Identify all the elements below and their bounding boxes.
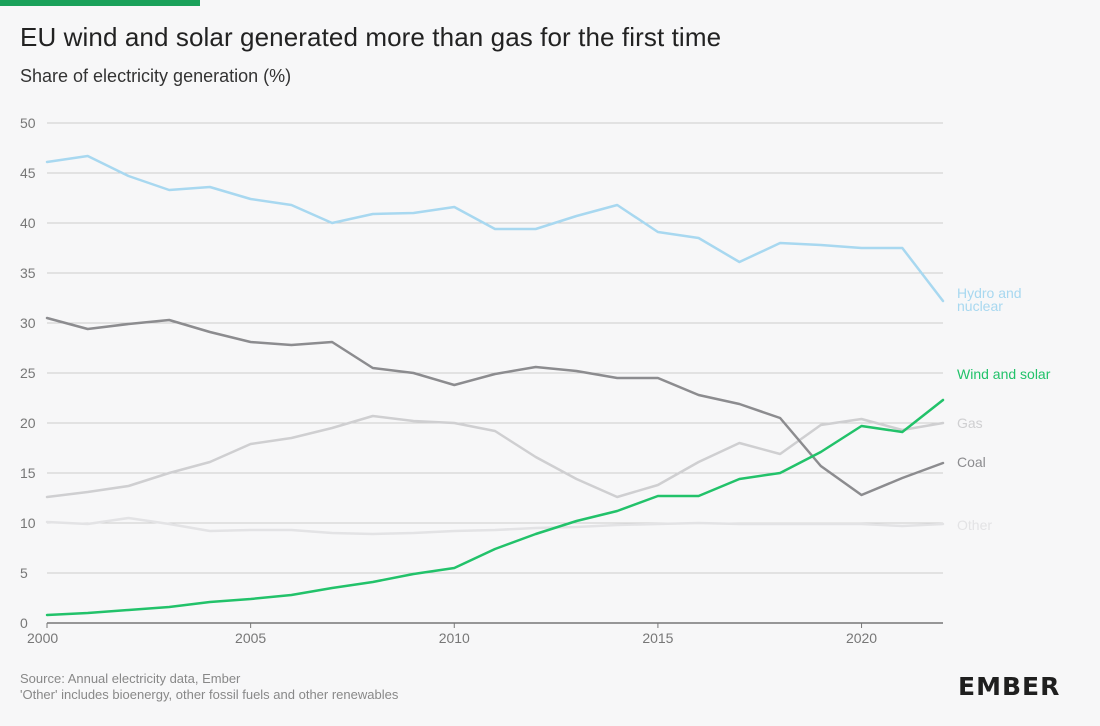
accent-bar (0, 0, 200, 6)
series-line-other (45, 516, 945, 536)
chart-subtitle: Share of electricity generation (%) (20, 66, 292, 86)
y-axis-ticks: 0 5 10 15 20 25 30 35 40 45 50 (20, 115, 36, 631)
series-line-gas (45, 414, 945, 499)
series-label-wind-and-solar: Wind and solar (957, 366, 1051, 382)
y-tick-label: 50 (20, 115, 36, 131)
series-labels: Hydro and nuclear Wind and solar Gas Coal Oth… (957, 285, 1051, 533)
x-tick-label: 2015 (642, 630, 673, 646)
x-tick-label: 2000 (27, 630, 58, 646)
y-tick-label: 10 (20, 515, 36, 531)
x-tick-label: 2010 (439, 630, 470, 646)
series-line-wind-and-solar (45, 398, 945, 617)
gridlines (47, 122, 943, 624)
x-axis-ticks: 2000 2005 2010 2015 2020 (27, 623, 877, 646)
footer-notes: Source: Annual electricity data, Ember '… (20, 671, 398, 703)
y-tick-label: 15 (20, 465, 36, 481)
y-tick-label: 5 (20, 565, 28, 581)
y-tick-label: 25 (20, 365, 36, 381)
series-label-gas: Gas (957, 415, 983, 431)
series-label-coal: Coal (957, 454, 986, 470)
chart-title: EU wind and solar generated more than ga… (20, 22, 722, 52)
other-definition-note: 'Other' includes bioenergy, other fossil… (20, 687, 399, 702)
y-tick-label: 45 (20, 165, 36, 181)
ember-logo: EMBER (958, 672, 1061, 701)
x-tick-label: 2005 (235, 630, 266, 646)
y-tick-label: 30 (20, 315, 36, 331)
y-tick-label: 20 (20, 415, 36, 431)
series-line-hydro-and-nuclear (45, 154, 945, 303)
series-line-coal (45, 316, 945, 497)
source-note: Source: Annual electricity data, Ember (20, 671, 241, 686)
series-label-hydro-and-nuclear: Hydro and nuclear (957, 285, 1022, 314)
y-tick-label: 0 (20, 615, 28, 631)
x-tick-label: 2020 (846, 630, 877, 646)
y-tick-label: 40 (20, 215, 36, 231)
series-label-other: Other (957, 517, 992, 533)
y-tick-label: 35 (20, 265, 36, 281)
series-lines (45, 154, 945, 617)
